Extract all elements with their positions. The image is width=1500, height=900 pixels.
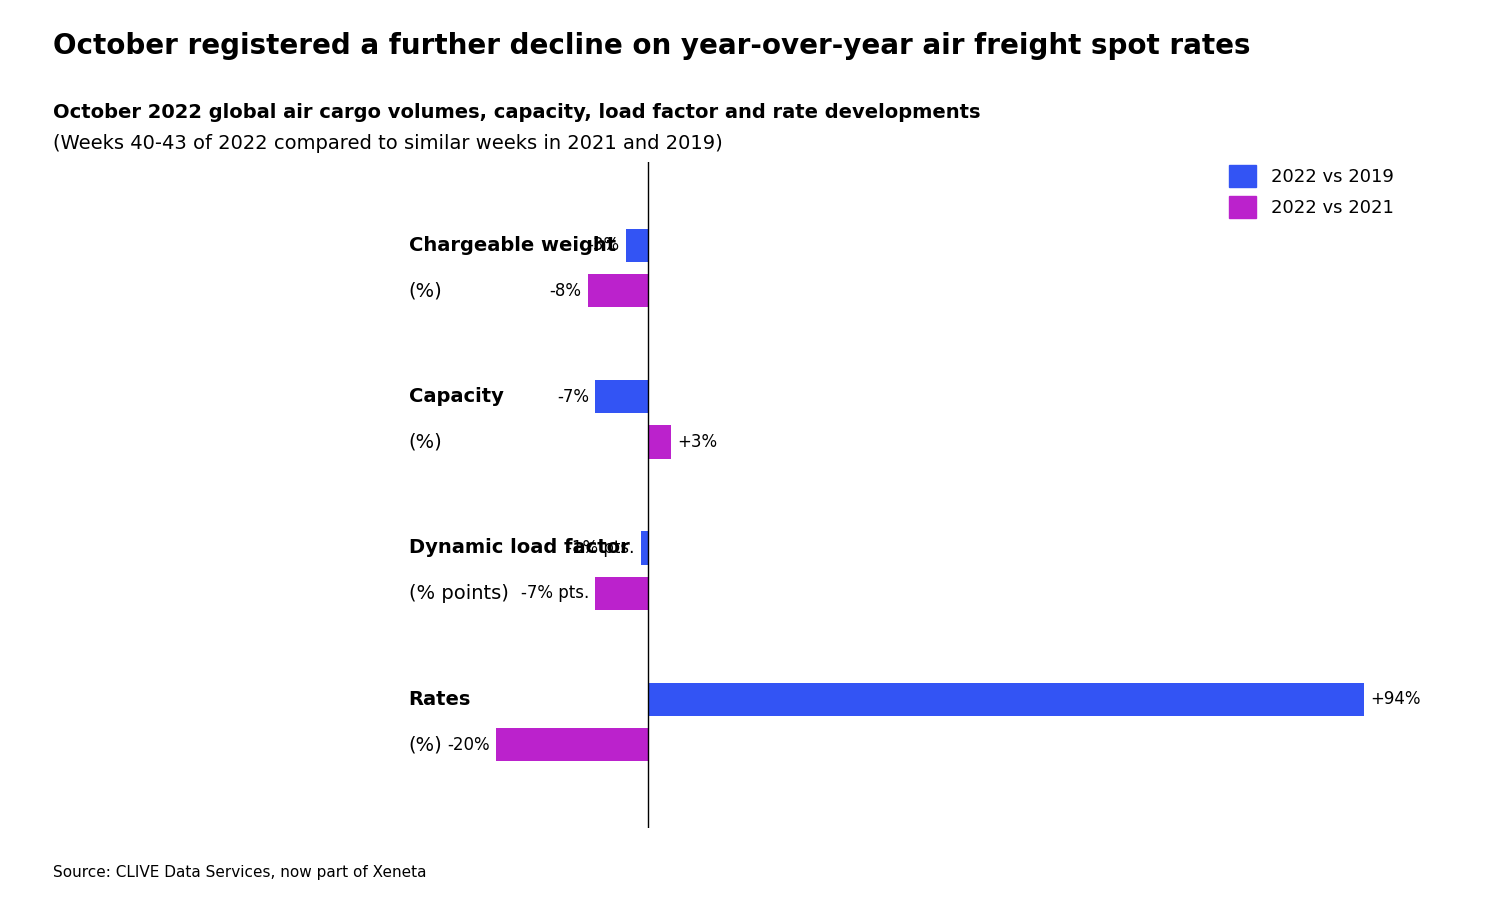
Text: -8%: -8% (549, 282, 582, 300)
Bar (640, 531, 648, 564)
Text: (%): (%) (408, 433, 442, 452)
Bar (588, 274, 648, 307)
Text: (Weeks 40-43 of 2022 compared to similar weeks in 2021 and 2019): (Weeks 40-43 of 2022 compared to similar… (53, 134, 723, 153)
Text: (%): (%) (408, 735, 442, 754)
Bar (648, 426, 672, 459)
Text: -20%: -20% (447, 736, 491, 754)
Bar (496, 728, 648, 761)
Legend: 2022 vs 2019, 2022 vs 2021: 2022 vs 2019, 2022 vs 2021 (1222, 158, 1401, 225)
Text: Chargeable weight: Chargeable weight (408, 236, 615, 255)
Text: +3%: +3% (678, 433, 717, 451)
Text: (% points): (% points) (408, 584, 509, 603)
Text: +94%: +94% (1371, 690, 1420, 708)
Text: Rates: Rates (408, 689, 471, 709)
Text: -7%: -7% (556, 388, 590, 406)
Bar (596, 577, 648, 610)
Text: October registered a further decline on year-over-year air freight spot rates: October registered a further decline on … (53, 32, 1250, 59)
Text: -3%: -3% (588, 237, 620, 255)
Text: Dynamic load factor: Dynamic load factor (408, 538, 630, 557)
Text: -1% pts.: -1% pts. (567, 539, 634, 557)
Text: Capacity: Capacity (408, 387, 504, 406)
Bar (626, 229, 648, 262)
Text: -7% pts.: -7% pts. (520, 584, 590, 602)
Bar (648, 683, 1365, 716)
Bar (596, 380, 648, 413)
Text: (%): (%) (408, 281, 442, 301)
Text: Source: CLIVE Data Services, now part of Xeneta: Source: CLIVE Data Services, now part of… (53, 865, 426, 880)
Text: October 2022 global air cargo volumes, capacity, load factor and rate developmen: October 2022 global air cargo volumes, c… (53, 104, 980, 122)
